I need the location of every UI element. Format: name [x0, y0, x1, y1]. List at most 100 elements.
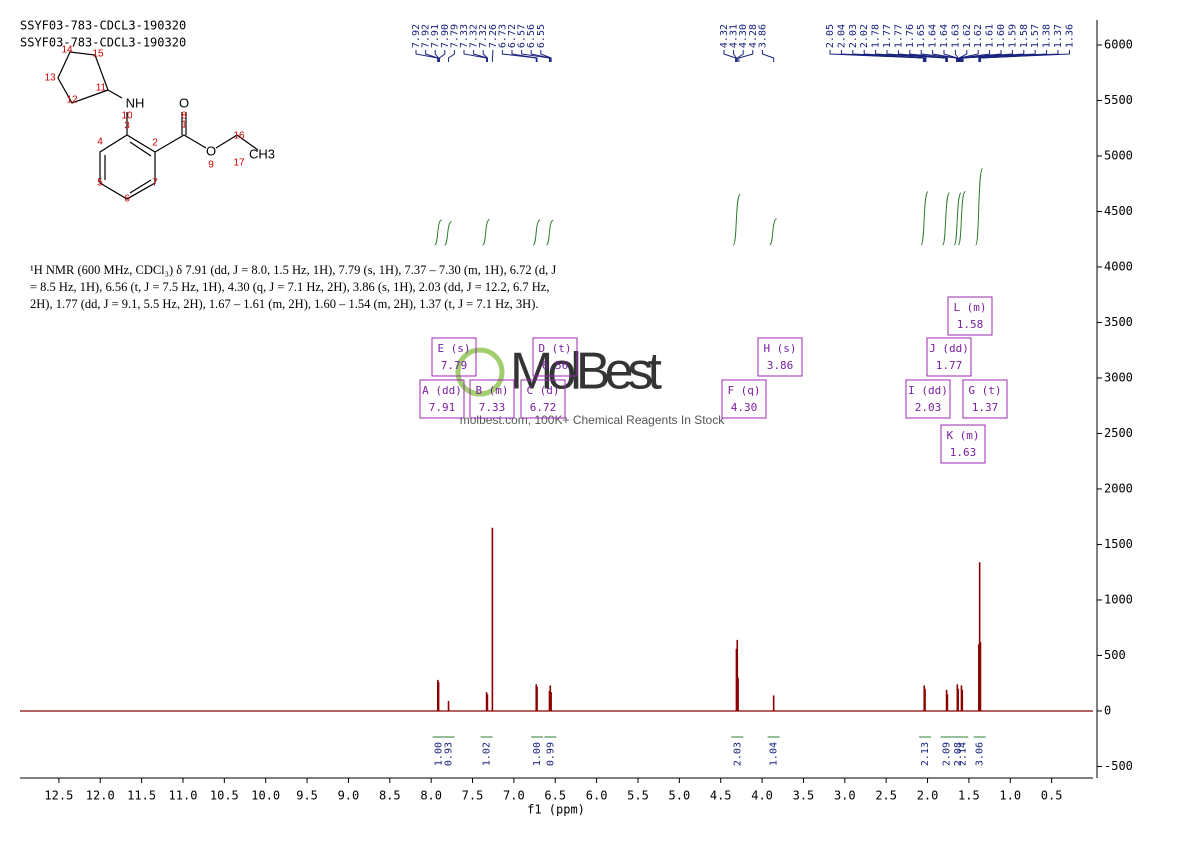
- x-tick-label: 7.0: [503, 789, 525, 803]
- integral-curve: [732, 193, 741, 246]
- multiplet-box: [431, 337, 477, 377]
- multiplet-box: [962, 379, 1008, 419]
- x-tick-label: 5.0: [669, 789, 691, 803]
- x-tick-label: 2.5: [875, 789, 897, 803]
- y-tick-label: 2500: [1104, 426, 1133, 440]
- peak-label: 7.33: [459, 24, 470, 48]
- peak-label: 7.32: [478, 24, 489, 48]
- y-tick-label: 1000: [1104, 592, 1133, 606]
- peak-connector: [958, 50, 979, 62]
- peak-label: 1.63: [950, 24, 961, 48]
- peak-connector: [943, 50, 958, 62]
- multiplet-shift: 7.91: [429, 401, 456, 414]
- multiplet-box: [926, 337, 972, 377]
- peak-label: 1.58: [1019, 24, 1030, 48]
- multiplet-shift: 6.72: [530, 401, 557, 414]
- integral-curve: [444, 221, 452, 246]
- peak-label: 1.62: [962, 24, 973, 48]
- peak-connector: [979, 50, 1070, 62]
- multiplet-box: [419, 379, 465, 419]
- integral-label: 2.08: [953, 742, 964, 766]
- multiplet-label: J (dd): [929, 342, 969, 355]
- peak-connector: [482, 50, 488, 62]
- x-tick-label: 0.5: [1041, 789, 1063, 803]
- y-tick-label: 5500: [1104, 93, 1133, 107]
- peak-label: 7.90: [440, 24, 451, 48]
- peak-connector: [761, 50, 775, 62]
- integral-curve: [532, 219, 541, 246]
- atom-label: O: [179, 95, 189, 110]
- peak-connector: [920, 50, 957, 62]
- multiplet-label: A (dd): [422, 384, 462, 397]
- multiplet-box: [469, 379, 515, 419]
- peak-label: 6.57: [517, 24, 528, 48]
- multiplet-shift: 3.86: [767, 359, 794, 372]
- multiplet-label: F (q): [727, 384, 760, 397]
- peak-label: 1.36: [1064, 24, 1075, 48]
- integral-label: 0.99: [545, 742, 556, 766]
- sample-name: SSYF03-783-CDCL3-190320: [20, 36, 186, 50]
- atom-number: 1: [181, 120, 187, 131]
- peak-connector: [954, 50, 959, 62]
- peak-label: 7.92: [411, 24, 422, 48]
- multiplet-shift: 6.56: [542, 359, 569, 372]
- peak-connector: [962, 50, 1036, 62]
- x-tick-label: 3.5: [793, 789, 815, 803]
- structure-bonds: [57, 51, 259, 200]
- peak-label: 7.91: [430, 24, 441, 48]
- x-tick-label: 2.0: [917, 789, 939, 803]
- peak-label: 1.65: [916, 24, 927, 48]
- multiplet-box: [520, 379, 566, 419]
- y-tick-label: 4500: [1104, 204, 1133, 218]
- integral-label: 1.04: [769, 742, 780, 766]
- atom-label: NH: [126, 95, 145, 110]
- integral-label: 2.14: [957, 742, 968, 766]
- multiplet-shift: 1.58: [957, 318, 984, 331]
- atom-number: 7: [152, 178, 158, 189]
- peak-connector: [463, 50, 488, 62]
- multiplet-label: B (m): [475, 384, 508, 397]
- x-tick-label: 8.0: [420, 789, 442, 803]
- peak-connector: [438, 50, 446, 62]
- peak-label: 1.57: [1030, 24, 1041, 48]
- peak-label: 7.79: [449, 24, 460, 48]
- peak-connector: [511, 50, 538, 62]
- atom-label: CH3: [249, 146, 275, 161]
- peak-label: 1.60: [996, 24, 1007, 48]
- integral-label: 1.00: [532, 742, 543, 766]
- multiplet-label: C (d): [526, 384, 559, 397]
- x-tick-label: 5.5: [627, 789, 649, 803]
- integral-label: 2.03: [732, 742, 743, 766]
- multiplet-box: [757, 337, 803, 377]
- peak-connector: [736, 50, 744, 62]
- atom-number: 10: [121, 111, 133, 122]
- y-tick-label: 6000: [1104, 37, 1133, 51]
- multiplet-box: [947, 296, 993, 336]
- peak-label: 4.31: [729, 24, 740, 48]
- peak-connector: [909, 50, 948, 62]
- x-tick-label: 4.0: [751, 789, 773, 803]
- peak-label: 7.92: [421, 24, 432, 48]
- multiplet-shift: 7.79: [441, 359, 468, 372]
- atom-number: 6: [124, 194, 130, 205]
- peak-connector: [425, 50, 439, 62]
- peak-connector: [733, 50, 737, 62]
- multiplet-shift: 1.77: [936, 359, 963, 372]
- integral-curve: [434, 219, 442, 246]
- peak-label: 6.73: [497, 24, 508, 48]
- x-tick-label: 4.5: [710, 789, 732, 803]
- peak-label: 6.55: [536, 24, 547, 48]
- y-tick-label: 3000: [1104, 370, 1133, 384]
- peak-label: 1.61: [985, 24, 996, 48]
- multiplet-label: I (dd): [908, 384, 948, 397]
- y-tick-label: 2000: [1104, 481, 1133, 495]
- peak-label: 4.32: [719, 24, 730, 48]
- peak-label: 2.04: [836, 24, 847, 48]
- y-tick-label: 500: [1104, 648, 1126, 662]
- x-tick-label: 10.5: [210, 789, 239, 803]
- peak-label: 1.77: [893, 24, 904, 48]
- multiplet-box: [905, 379, 951, 419]
- peak-label: 4.30: [738, 24, 749, 48]
- peak-label: 2.03: [848, 24, 859, 48]
- integral-label: 0.93: [444, 742, 455, 766]
